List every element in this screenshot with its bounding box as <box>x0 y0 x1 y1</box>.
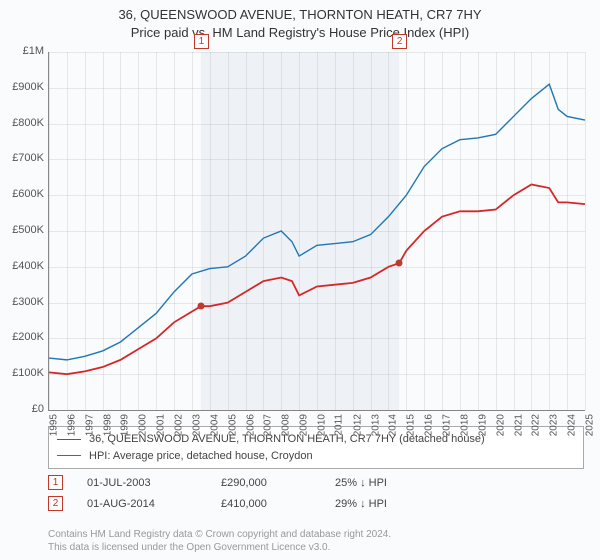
y-axis-label: £500K <box>0 224 44 236</box>
tx-delta: 25% ↓ HPI <box>335 477 387 489</box>
y-axis-label: £400K <box>0 260 44 272</box>
x-axis-label: 2025 <box>584 414 595 436</box>
x-axis-label: 2020 <box>495 414 506 436</box>
tx-price: £410,000 <box>221 498 311 510</box>
x-axis-label: 2012 <box>352 414 363 436</box>
attribution: Contains HM Land Registry data © Crown c… <box>48 528 391 554</box>
x-axis-label: 1995 <box>48 414 59 436</box>
x-axis-label: 2015 <box>406 414 417 436</box>
y-axis-label: £700K <box>0 152 44 164</box>
tx-date: 01-JUL-2003 <box>87 477 197 489</box>
x-axis-label: 2006 <box>245 414 256 436</box>
transactions-table: 1 01-JUL-2003 £290,000 25% ↓ HPI 2 01-AUG-201… <box>48 472 584 514</box>
x-axis-label: 2001 <box>155 414 166 436</box>
x-axis-label: 2008 <box>281 414 292 436</box>
y-axis-label: £0 <box>0 403 44 415</box>
x-axis-label: 2002 <box>173 414 184 436</box>
tx-marker-icon: 1 <box>48 475 63 490</box>
x-axis-label: 2004 <box>209 414 220 436</box>
y-axis-label: £100K <box>0 367 44 379</box>
marker-box: 2 <box>392 34 407 49</box>
marker-box: 1 <box>194 34 209 49</box>
tx-marker-icon: 2 <box>48 496 63 511</box>
y-axis-label: £1M <box>0 45 44 57</box>
price-chart: 12 <box>48 52 585 411</box>
marker-dot <box>396 260 403 267</box>
legend-label: HPI: Average price, detached house, Croy… <box>89 448 313 465</box>
x-axis-label: 2005 <box>227 414 238 436</box>
tx-date: 01-AUG-2014 <box>87 498 197 510</box>
x-axis-label: 2021 <box>513 414 524 436</box>
y-axis-label: £600K <box>0 188 44 200</box>
y-axis-label: £200K <box>0 331 44 343</box>
x-axis-label: 2014 <box>388 414 399 436</box>
x-axis-label: 2023 <box>549 414 560 436</box>
x-axis-label: 2007 <box>263 414 274 436</box>
chart-title: 36, QUEENSWOOD AVENUE, THORNTON HEATH, C… <box>0 0 600 42</box>
chart-frame: { "header":{ "address":"36, QUEENSWOOD A… <box>0 0 600 560</box>
x-axis-label: 1997 <box>84 414 95 436</box>
x-axis-label: 2018 <box>459 414 470 436</box>
y-axis-label: £800K <box>0 117 44 129</box>
transaction-row: 2 01-AUG-2014 £410,000 29% ↓ HPI <box>48 493 584 514</box>
x-axis-label: 2017 <box>441 414 452 436</box>
x-axis-label: 1999 <box>120 414 131 436</box>
x-axis-label: 2011 <box>333 414 344 436</box>
x-axis-label: 1998 <box>102 414 113 436</box>
x-axis-label: 1996 <box>66 414 77 436</box>
x-axis-label: 2019 <box>477 414 488 436</box>
y-axis-label: £900K <box>0 81 44 93</box>
x-axis-label: 2009 <box>298 414 309 436</box>
title-address: 36, QUEENSWOOD AVENUE, THORNTON HEATH, C… <box>0 6 600 24</box>
x-axis-label: 2024 <box>566 414 577 436</box>
title-subtitle: Price paid vs. HM Land Registry's House … <box>0 24 600 42</box>
x-axis-label: 2022 <box>531 414 542 436</box>
transaction-row: 1 01-JUL-2003 £290,000 25% ↓ HPI <box>48 472 584 493</box>
marker-dot <box>197 303 204 310</box>
tx-delta: 29% ↓ HPI <box>335 498 387 510</box>
tx-price: £290,000 <box>221 477 311 489</box>
legend-swatch <box>57 439 81 440</box>
x-axis-label: 2016 <box>423 414 434 436</box>
y-axis-label: £300K <box>0 296 44 308</box>
legend-row: HPI: Average price, detached house, Croy… <box>57 448 575 465</box>
attr-line1: Contains HM Land Registry data © Crown c… <box>48 528 391 541</box>
x-axis-label: 2000 <box>138 414 149 436</box>
x-axis-label: 2013 <box>370 414 381 436</box>
attr-line2: This data is licensed under the Open Gov… <box>48 541 391 554</box>
legend-swatch <box>57 455 81 456</box>
x-axis-label: 2010 <box>316 414 327 436</box>
x-axis-label: 2003 <box>191 414 202 436</box>
